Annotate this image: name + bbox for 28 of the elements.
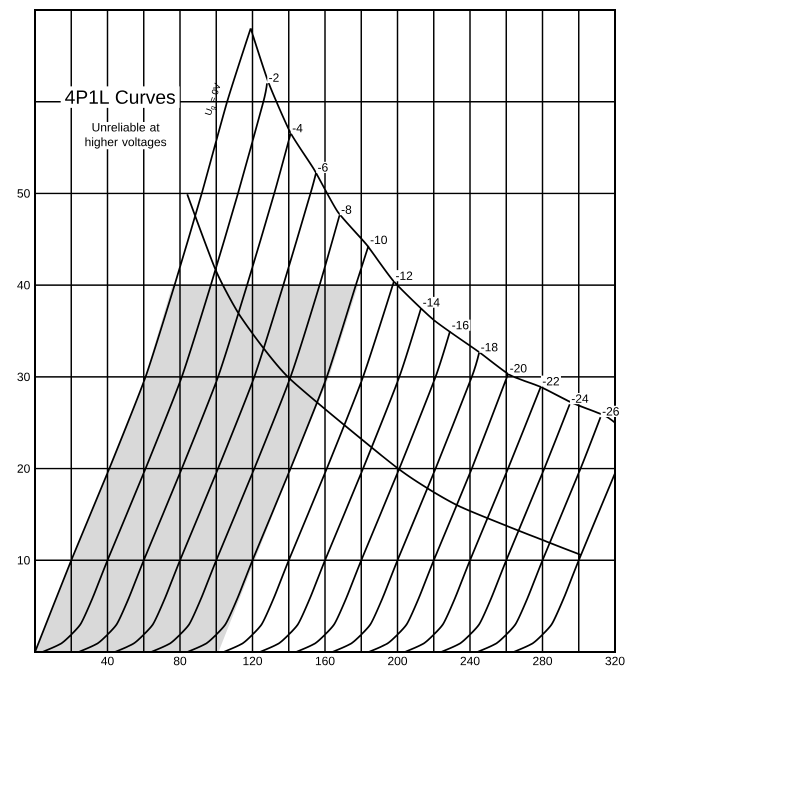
series-label: -2 [269, 73, 279, 82]
series-label: -20 [510, 364, 527, 373]
series-label: -8 [342, 205, 352, 214]
series-label: -18 [481, 342, 498, 352]
x-tick-label: 280 [533, 656, 552, 666]
x-tick-label: 240 [460, 656, 480, 666]
series-label: -12 [396, 271, 412, 280]
x-tick-label: 40 [101, 656, 114, 666]
y-tick-label: 30 [17, 372, 30, 382]
series-label: -26 [602, 407, 619, 416]
x-tick-label: 80 [174, 656, 186, 666]
text: 4P1L Curves [65, 90, 175, 104]
series-label: -22 [542, 376, 560, 386]
x-tick-label: 120 [243, 656, 262, 666]
y-tick-label: 40 [17, 280, 30, 290]
y-tick-label: 10 [18, 556, 30, 565]
series-label: -14 [423, 298, 440, 306]
series-label: -6 [318, 163, 328, 172]
x-tick-label: 160 [316, 656, 335, 666]
series-label: -4 [292, 124, 302, 132]
series-label: -24 [572, 394, 588, 403]
y-tick-label: 20 [18, 464, 30, 473]
x-tick-label: 320 [605, 656, 625, 666]
series-label: -16 [452, 320, 468, 330]
annotation: Unreliable at higher voltages [85, 122, 166, 149]
x-tick-label: 200 [388, 656, 408, 666]
y-tick-label: 50 [17, 189, 30, 198]
series-label: -10 [370, 236, 387, 244]
